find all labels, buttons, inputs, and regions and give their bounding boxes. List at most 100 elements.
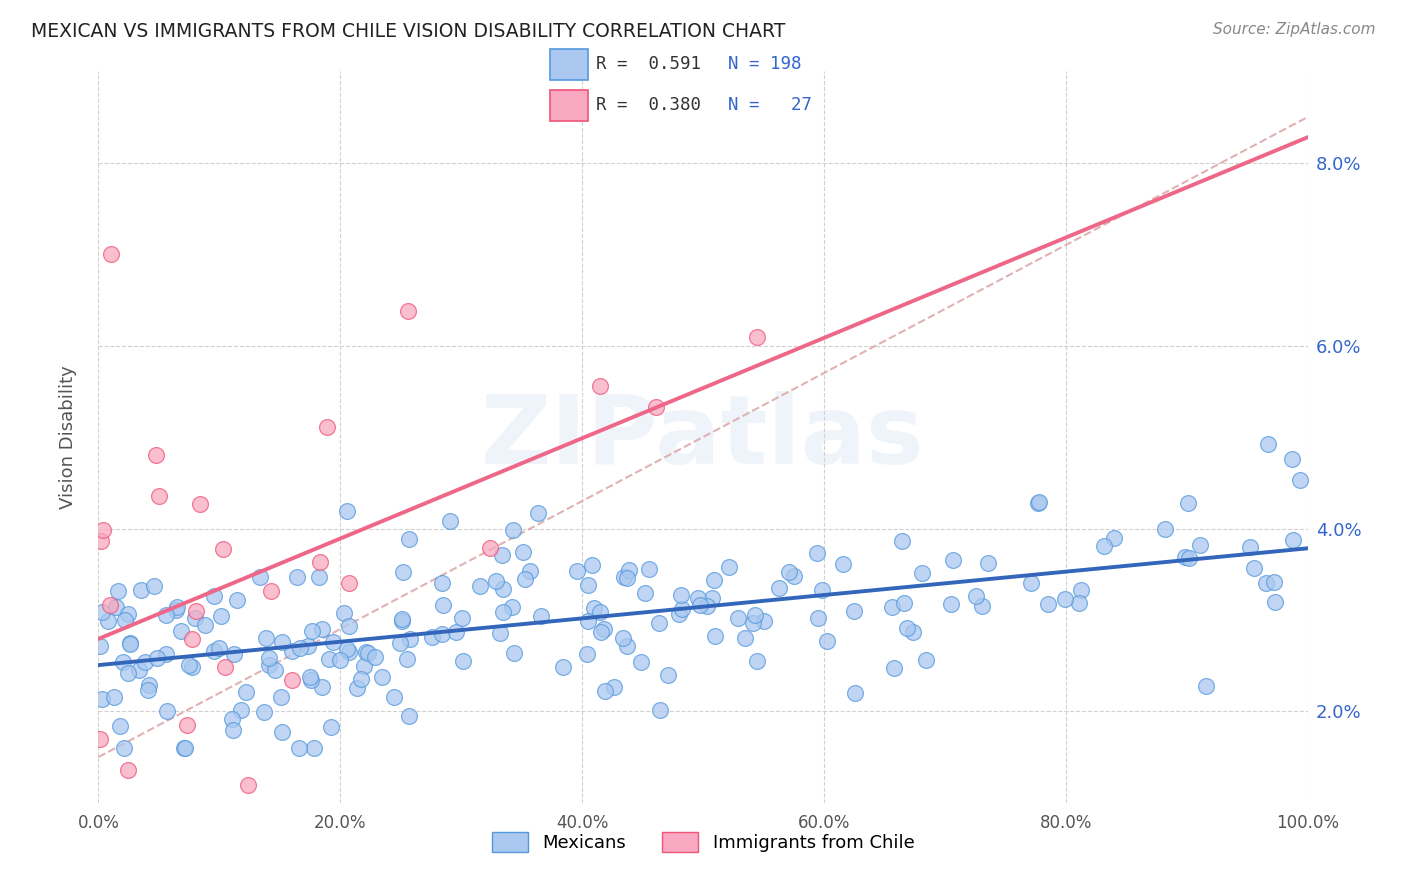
Point: [734, 631, 756, 645]
Point: [451, 611, 474, 625]
Point: [357, 646, 380, 660]
Point: [221, 712, 243, 726]
Point: [592, 622, 614, 636]
Point: [502, 646, 524, 660]
Point: [470, 579, 492, 593]
Point: [420, 630, 443, 644]
Point: [893, 595, 915, 609]
Point: [98, 599, 121, 613]
Point: [301, 624, 323, 638]
Point: [194, 618, 217, 632]
Point: [311, 622, 333, 636]
Point: [616, 571, 638, 585]
Point: [576, 647, 599, 661]
Point: [703, 574, 725, 588]
Point: [972, 599, 994, 613]
Point: [1256, 575, 1278, 590]
Legend: Mexicans, Immigrants from Chile: Mexicans, Immigrants from Chile: [485, 824, 921, 860]
Point: [668, 607, 690, 622]
Point: [308, 570, 330, 584]
Point: [346, 681, 368, 695]
Point: [603, 681, 626, 695]
Point: [128, 663, 150, 677]
Point: [112, 740, 135, 755]
Point: [146, 651, 169, 665]
Point: [1263, 574, 1285, 589]
Point: [398, 304, 420, 318]
Point: [249, 570, 271, 584]
Text: R =  0.380: R = 0.380: [596, 96, 702, 114]
Point: [768, 581, 790, 595]
Point: [530, 608, 553, 623]
Point: [337, 645, 360, 659]
Text: R =  0.591: R = 0.591: [596, 55, 702, 73]
Point: [700, 591, 723, 605]
Point: [391, 614, 413, 628]
Point: [165, 602, 187, 616]
Point: [1019, 576, 1042, 591]
Point: [617, 563, 640, 577]
Point: [354, 645, 377, 659]
Point: [90, 534, 112, 549]
Point: [1264, 594, 1286, 608]
Point: [181, 632, 204, 646]
Point: [287, 740, 309, 755]
Point: [253, 705, 276, 719]
Point: [222, 648, 245, 662]
Point: [186, 604, 208, 618]
Point: [155, 607, 177, 622]
Point: [896, 621, 918, 635]
Point: [112, 655, 135, 669]
Point: [565, 564, 588, 578]
Point: [645, 400, 668, 414]
Point: [155, 647, 177, 661]
Point: [657, 668, 679, 682]
Point: [209, 609, 232, 624]
Point: [811, 583, 834, 598]
Point: [1178, 551, 1201, 566]
Point: [138, 678, 160, 692]
Point: [156, 704, 179, 718]
Point: [689, 599, 711, 613]
Point: [778, 565, 800, 579]
Point: [309, 555, 332, 569]
Point: [353, 658, 375, 673]
Point: [398, 532, 420, 546]
Point: [591, 625, 613, 640]
Point: [883, 661, 905, 675]
Point: [581, 558, 603, 572]
Point: [741, 616, 763, 631]
Point: [337, 619, 360, 633]
Point: [285, 570, 308, 584]
Point: [173, 740, 195, 755]
Point: [832, 557, 855, 571]
Point: [166, 600, 188, 615]
Point: [97, 615, 120, 629]
Point: [202, 589, 225, 603]
Point: [107, 584, 129, 599]
Point: [616, 639, 638, 653]
Point: [815, 633, 838, 648]
Point: [382, 690, 405, 704]
Point: [671, 602, 693, 616]
Point: [593, 684, 616, 698]
Point: [553, 660, 575, 674]
Point: [439, 514, 461, 528]
Point: [114, 613, 136, 627]
Point: [311, 681, 333, 695]
Point: [143, 578, 166, 592]
Point: [1289, 473, 1312, 487]
Point: [91, 606, 114, 620]
Point: [299, 673, 322, 687]
Point: [270, 690, 292, 704]
Point: [271, 725, 294, 739]
Point: [336, 642, 359, 657]
Point: [941, 553, 963, 567]
Text: ZIPatlas: ZIPatlas: [481, 391, 925, 483]
Point: [488, 626, 510, 640]
Point: [914, 653, 936, 667]
Point: [727, 610, 749, 624]
Point: [844, 604, 866, 618]
Point: [391, 566, 413, 580]
Point: [519, 564, 541, 578]
